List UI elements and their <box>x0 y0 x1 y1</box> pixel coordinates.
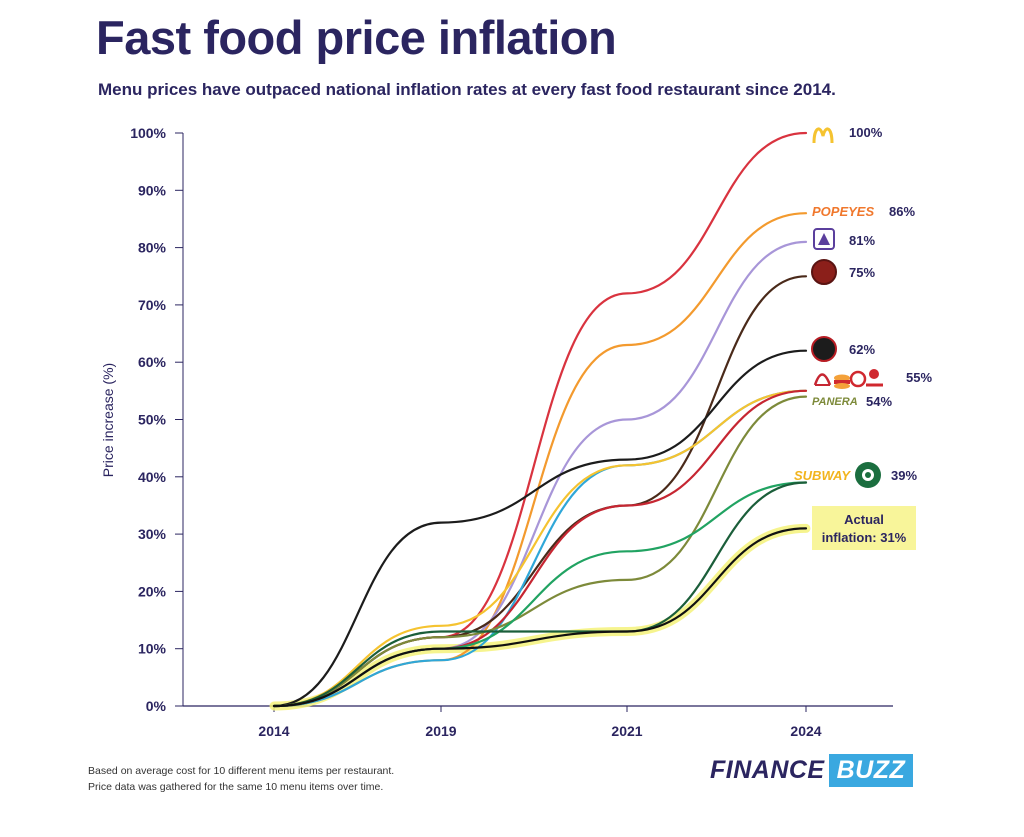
end-label-taco-bell: 81% <box>849 233 875 248</box>
y-tick-label: 20% <box>138 583 167 599</box>
x-tick-label: 2014 <box>258 723 289 739</box>
y-axis-title: Price increase (%) <box>100 363 116 477</box>
series-line-actual-inflation <box>272 527 808 708</box>
y-tick-label: 100% <box>130 125 166 141</box>
y-tick-label: 90% <box>138 182 167 198</box>
starbucks-logo-icon <box>855 462 881 488</box>
chipotle-logo-icon <box>811 259 837 285</box>
financebuzz-logo: FINANCE BUZZ <box>710 753 914 787</box>
page-title: Fast food price inflation <box>96 11 617 64</box>
jimmy-johns-logo-icon <box>811 336 837 362</box>
series-lines <box>272 131 808 708</box>
y-tick-label: 60% <box>138 354 167 370</box>
panera-logo: PANERA <box>812 396 858 408</box>
chick-fil-a-logo-icon <box>849 370 867 388</box>
y-tick-label: 50% <box>138 412 167 428</box>
end-label-jimmy-johns: 62% <box>849 342 875 357</box>
x-ticks: 2014 2019 2021 2024 <box>258 706 822 739</box>
inflation-callout-box <box>812 506 916 550</box>
end-label-55-group: 55% <box>906 370 932 385</box>
end-label-mcdonalds: 100% <box>849 125 883 140</box>
y-tick-label: 40% <box>138 469 167 485</box>
series-line-panera <box>272 395 808 708</box>
footnote-line-2: Price data was gathered for the same 10 … <box>88 781 384 793</box>
y-ticks: 0% 10% 20% 30% 40% 50% 60% 70% 80% 90% 100% <box>130 125 183 714</box>
x-tick-label: 2024 <box>790 723 821 739</box>
series-line-wendy-s <box>272 389 808 708</box>
end-label-subway-starbucks: 39% <box>891 468 917 483</box>
wendys-logo-icon <box>866 369 883 387</box>
end-label-chipotle: 75% <box>849 265 875 280</box>
x-tick-label: 2019 <box>425 723 456 739</box>
y-tick-label: 70% <box>138 297 167 313</box>
y-tick-label: 10% <box>138 641 167 657</box>
x-tick-label: 2021 <box>611 723 642 739</box>
end-label-panera: 54% <box>866 394 892 409</box>
footnote: Based on average cost for 10 different m… <box>88 763 394 795</box>
popeyes-logo: POPEYES <box>812 204 874 219</box>
mcdonalds-logo-icon <box>812 127 834 144</box>
subway-logo: SUBWAY <box>794 468 851 483</box>
arbys-logo-icon <box>813 373 832 386</box>
y-tick-label: 30% <box>138 526 167 542</box>
footnote-line-1: Based on average cost for 10 different m… <box>88 765 395 777</box>
inflation-callout-line2: inflation: 31% <box>822 530 907 545</box>
end-label-popeyes: 86% <box>889 204 915 219</box>
brand-part-finance: FINANCE <box>710 755 825 784</box>
y-tick-label: 0% <box>146 698 167 714</box>
series-line-jimmy-john-s <box>272 349 808 708</box>
series-line-chick-fil-a <box>272 389 808 708</box>
burger-king-logo-icon <box>834 374 850 389</box>
series-line-starbucks <box>272 481 808 708</box>
y-tick-label: 80% <box>138 240 167 256</box>
brand-part-buzz: BUZZ <box>828 753 914 787</box>
page-subtitle: Menu prices have outpaced national infla… <box>98 80 836 99</box>
inflation-callout-line1: Actual <box>844 512 884 527</box>
end-labels: 100% POPEYES 86% 81% 75% 62% <box>794 125 932 550</box>
taco-bell-logo-icon <box>813 228 835 250</box>
